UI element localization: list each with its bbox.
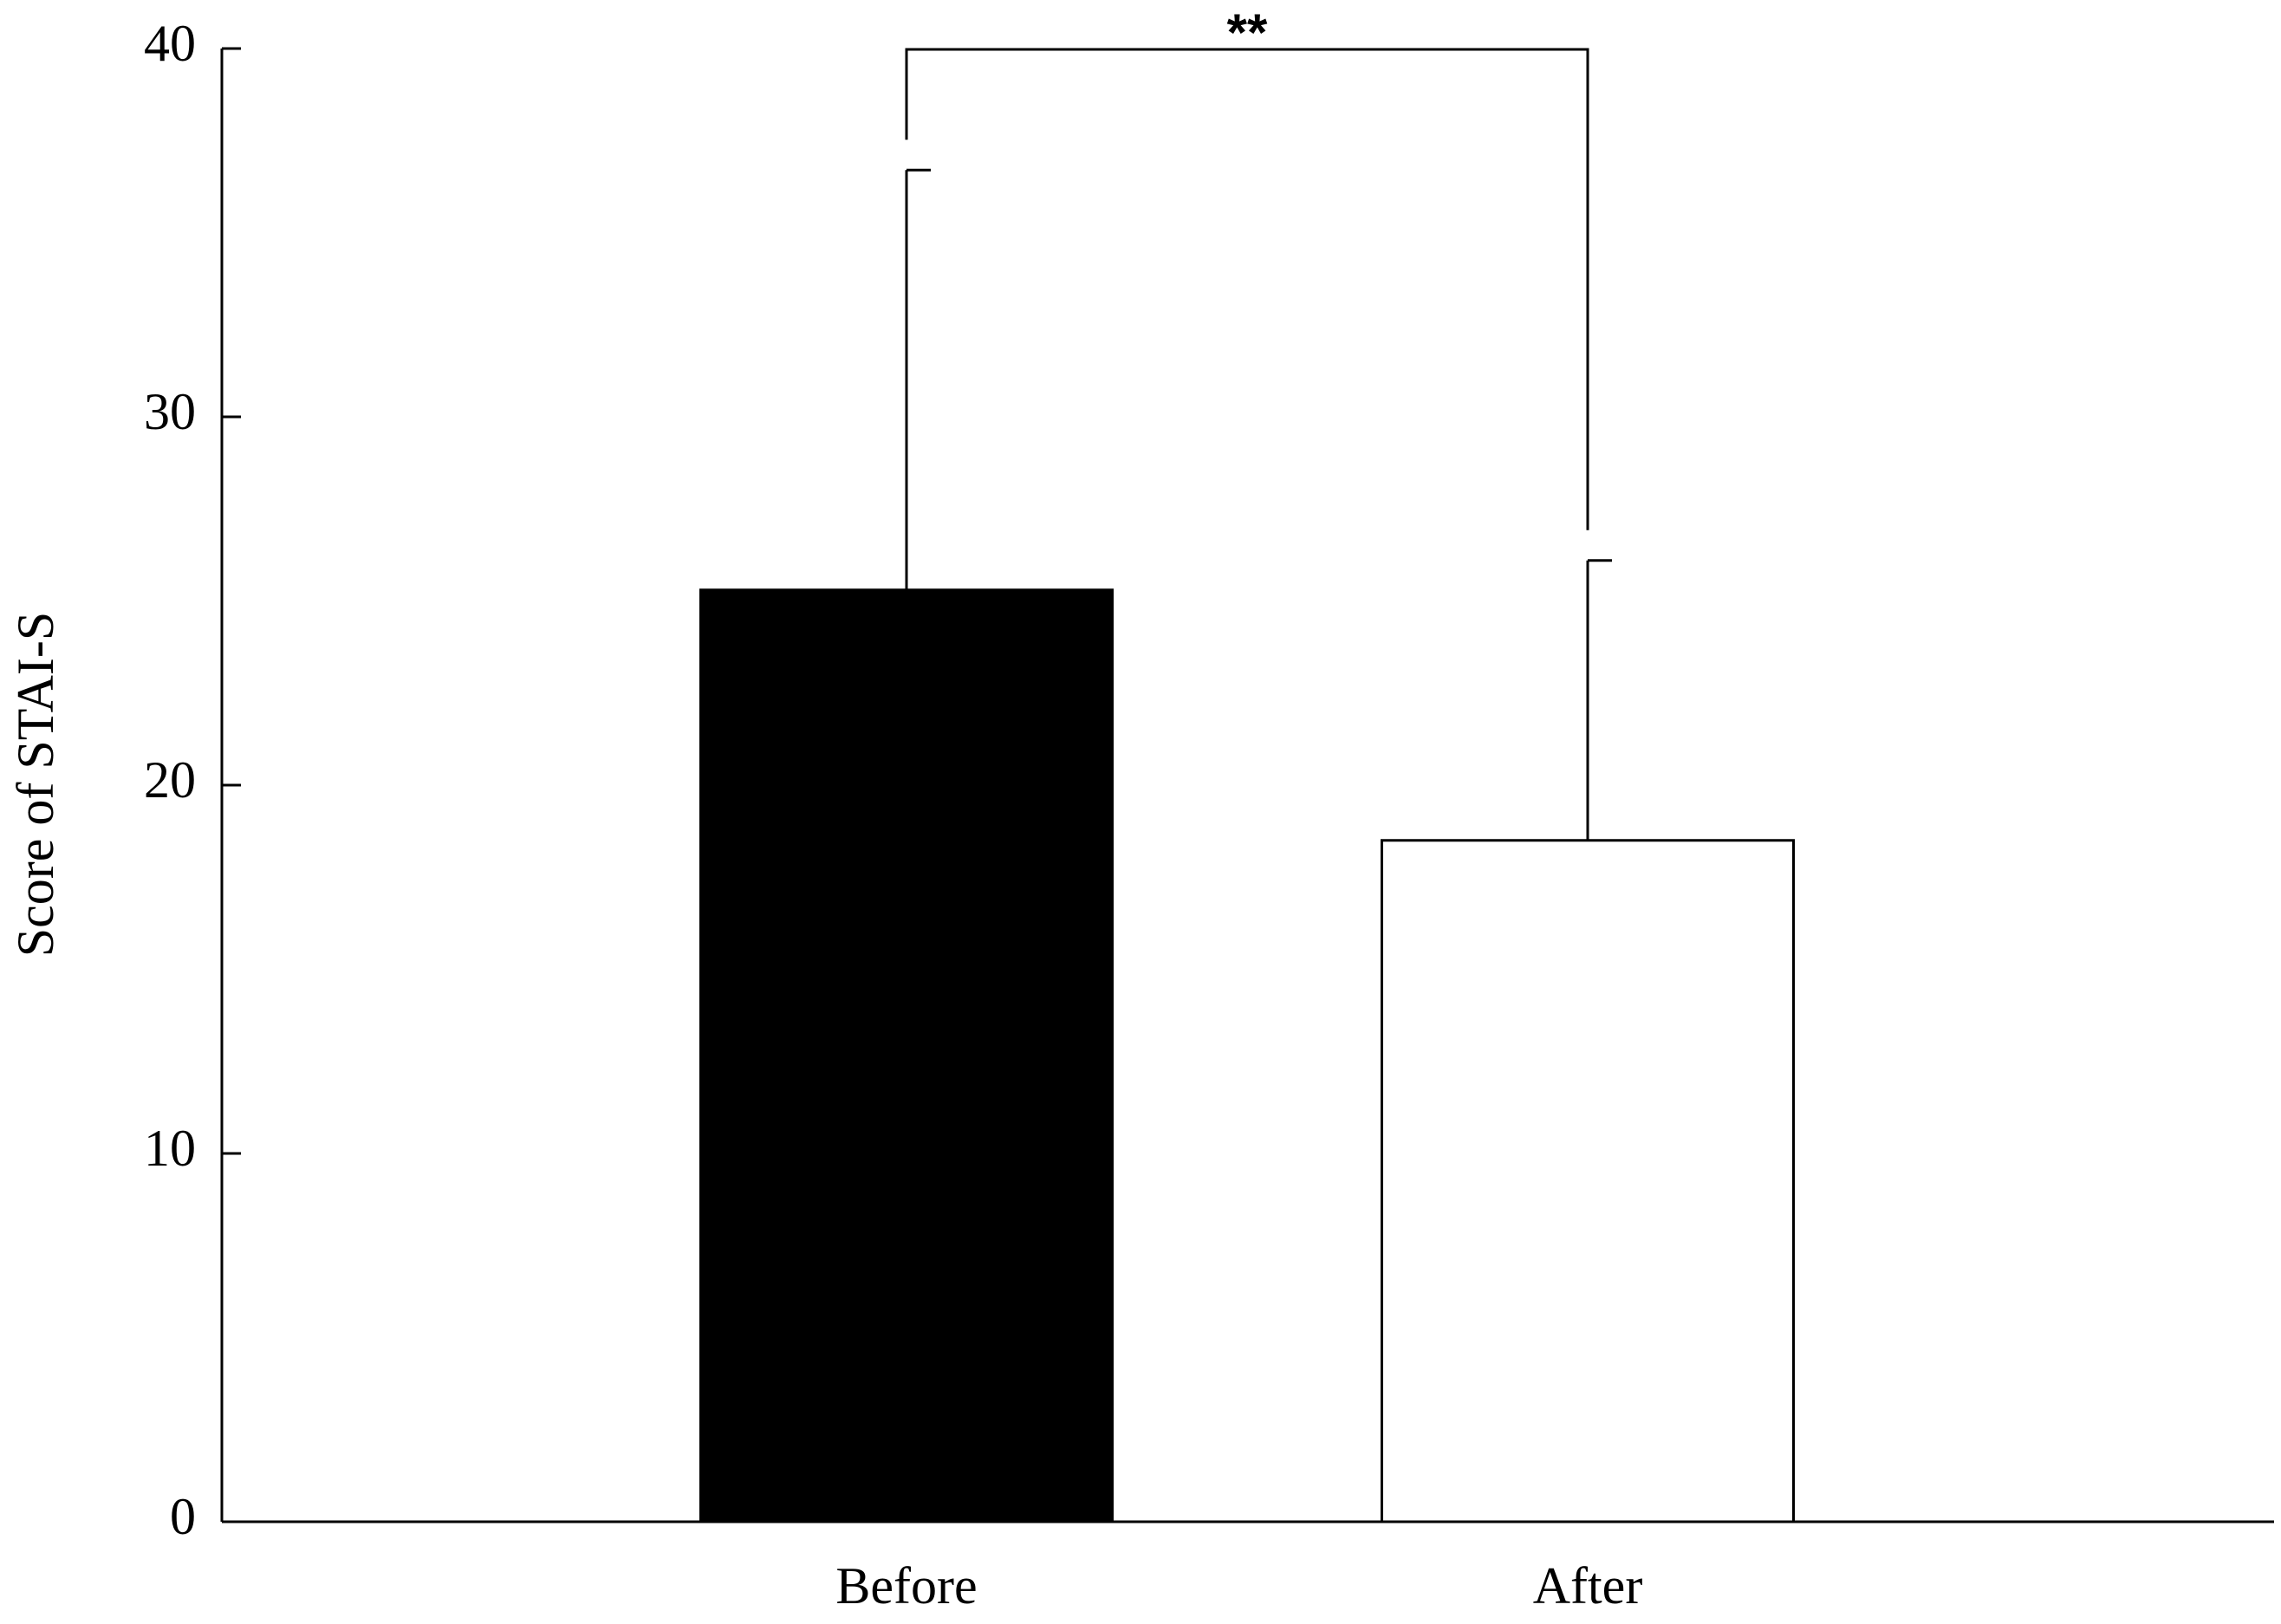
- y-tick-label: 0: [170, 1488, 196, 1545]
- x-tick-label: Before: [835, 1557, 977, 1614]
- bar: [699, 588, 1114, 1523]
- y-tick-label: 20: [144, 751, 196, 809]
- y-tick-label: 40: [144, 15, 196, 72]
- x-tick-label: After: [1533, 1557, 1643, 1614]
- y-tick-label: 30: [144, 383, 196, 440]
- significance-bracket: [905, 48, 1589, 530]
- significance-label: **: [1227, 3, 1268, 62]
- y-tick-label: 10: [144, 1120, 196, 1177]
- bar: [1381, 839, 1795, 1523]
- y-axis-label: Score of STAI-S: [7, 612, 64, 957]
